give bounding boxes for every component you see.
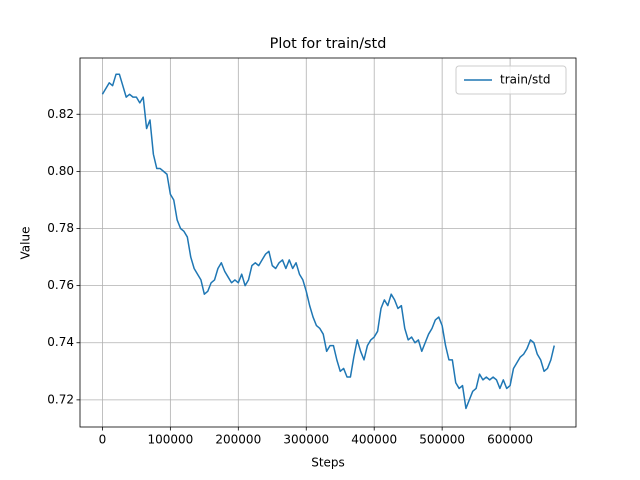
y-axis-label: Value (19, 227, 33, 260)
data-line (101, 73, 555, 410)
x-axis-label: Steps (311, 456, 345, 470)
x-tick-label: 400000 (351, 433, 397, 447)
grid-layer (80, 58, 576, 427)
y-tick-label: 0.78 (47, 221, 74, 235)
legend-label: train/std (500, 73, 551, 87)
y-tick-label: 0.74 (47, 335, 74, 349)
x-tick-label: 100000 (147, 433, 193, 447)
axes-frame (79, 57, 577, 428)
y-tick-label: 0.76 (47, 278, 74, 292)
y-tick-label: 0.72 (47, 392, 74, 406)
x-tick-label: 300000 (283, 433, 329, 447)
legend: train/std (455, 65, 567, 95)
x-tick-label: 600000 (487, 433, 533, 447)
legend-box (455, 65, 567, 95)
plot-layer (101, 73, 555, 410)
x-tick-label: 500000 (419, 433, 465, 447)
x-tick-label: 0 (99, 433, 107, 447)
y-tick-label: 0.82 (47, 107, 74, 121)
chart-title: Plot for train/std (270, 36, 387, 52)
x-tick-label: 200000 (215, 433, 261, 447)
y-tick-label: 0.80 (47, 164, 74, 178)
